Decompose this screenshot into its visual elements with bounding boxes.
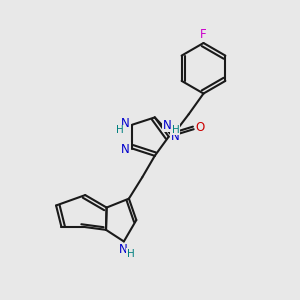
Text: O: O [196, 121, 205, 134]
Text: N: N [121, 142, 130, 156]
Text: H: H [127, 249, 134, 259]
Text: F: F [200, 28, 207, 41]
Text: H: H [116, 125, 124, 135]
Text: N: N [171, 130, 180, 142]
Text: N: N [121, 117, 130, 130]
Text: N: N [163, 118, 172, 132]
Text: H: H [172, 124, 179, 134]
Text: N: N [119, 243, 128, 256]
